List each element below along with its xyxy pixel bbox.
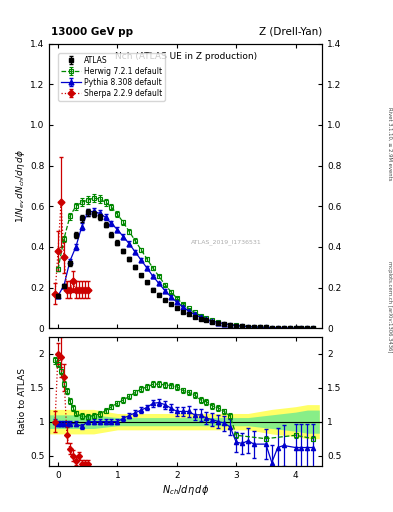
Text: Z (Drell-Yan): Z (Drell-Yan) [259,27,322,37]
Text: ATLAS_2019_I1736531: ATLAS_2019_I1736531 [191,239,262,245]
X-axis label: $N_{ch}/d\eta\,d\phi$: $N_{ch}/d\eta\,d\phi$ [162,482,209,497]
Y-axis label: $1/N_{ev}\,dN_{ch}/d\eta\,d\phi$: $1/N_{ev}\,dN_{ch}/d\eta\,d\phi$ [14,149,27,223]
Text: 13000 GeV pp: 13000 GeV pp [51,27,133,37]
Text: Nch (ATLAS UE in Z production): Nch (ATLAS UE in Z production) [115,52,257,61]
Y-axis label: Ratio to ATLAS: Ratio to ATLAS [18,368,27,434]
Legend: ATLAS, Herwig 7.2.1 default, Pythia 8.308 default, Sherpa 2.2.9 default: ATLAS, Herwig 7.2.1 default, Pythia 8.30… [59,53,165,101]
Text: mcplots.cern.ch [arXiv:1306.3436]: mcplots.cern.ch [arXiv:1306.3436] [387,262,392,353]
Text: Rivet 3.1.10, ≥ 2.9M events: Rivet 3.1.10, ≥ 2.9M events [387,106,392,180]
